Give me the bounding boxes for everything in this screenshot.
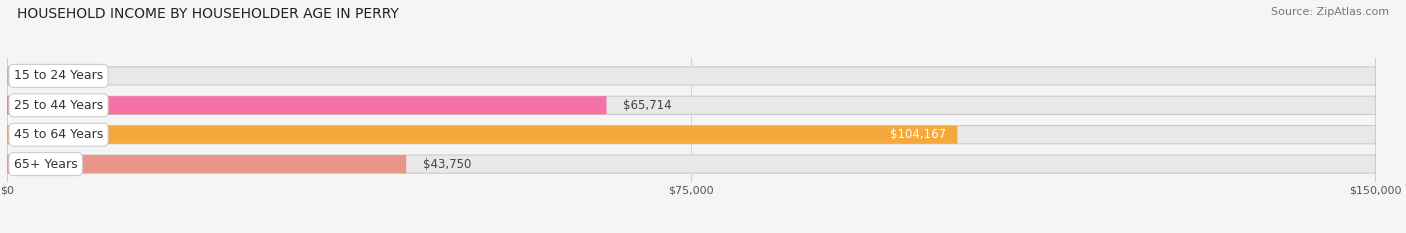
Text: 15 to 24 Years: 15 to 24 Years (14, 69, 103, 82)
Text: $104,167: $104,167 (890, 128, 946, 141)
FancyBboxPatch shape (7, 96, 1375, 114)
FancyBboxPatch shape (7, 96, 606, 114)
Text: $65,714: $65,714 (623, 99, 672, 112)
Text: HOUSEHOLD INCOME BY HOUSEHOLDER AGE IN PERRY: HOUSEHOLD INCOME BY HOUSEHOLDER AGE IN P… (17, 7, 399, 21)
Text: $0: $0 (34, 69, 49, 82)
Text: $43,750: $43,750 (423, 158, 471, 171)
FancyBboxPatch shape (7, 67, 18, 85)
FancyBboxPatch shape (7, 155, 406, 173)
Text: Source: ZipAtlas.com: Source: ZipAtlas.com (1271, 7, 1389, 17)
FancyBboxPatch shape (7, 126, 957, 144)
Text: 65+ Years: 65+ Years (14, 158, 77, 171)
FancyBboxPatch shape (7, 67, 1375, 85)
Text: 45 to 64 Years: 45 to 64 Years (14, 128, 103, 141)
FancyBboxPatch shape (7, 155, 1375, 173)
FancyBboxPatch shape (7, 126, 1375, 144)
Text: 25 to 44 Years: 25 to 44 Years (14, 99, 103, 112)
